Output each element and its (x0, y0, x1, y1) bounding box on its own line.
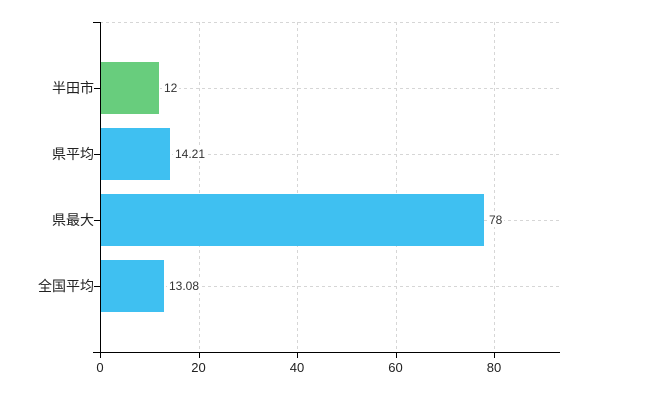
x-axis-tick (395, 352, 397, 358)
x-gridline (395, 22, 397, 352)
y-axis-tick (94, 286, 100, 287)
x-tick-label: 20 (191, 360, 206, 375)
bar-value-label: 12 (162, 81, 180, 95)
category-label: 全国平均 (38, 278, 94, 294)
y-gridline (100, 88, 560, 89)
x-axis-tick (198, 352, 200, 358)
bar (100, 260, 164, 312)
y-gridline (100, 154, 560, 155)
y-axis-tick (94, 88, 100, 89)
plot-top-border (100, 22, 560, 23)
x-axis (93, 352, 560, 353)
x-gridline (198, 22, 200, 352)
x-tick-label: 80 (486, 360, 502, 375)
y-axis (100, 22, 101, 353)
bar (100, 194, 484, 246)
x-gridline (494, 22, 495, 352)
bar-value-label: 13.08 (167, 279, 202, 293)
x-axis-tick (297, 352, 298, 358)
y-axis-tick (94, 220, 100, 221)
category-label: 県最大 (52, 212, 94, 228)
x-tick-label: 0 (96, 360, 104, 375)
y-axis-tick (94, 154, 100, 155)
category-label: 県平均 (52, 146, 94, 162)
category-label: 半田市 (52, 80, 94, 96)
x-gridline (297, 22, 298, 352)
x-axis-tick (100, 352, 101, 358)
x-tick-label: 60 (388, 360, 403, 375)
bar (100, 62, 159, 114)
bar-value-label: 14.21 (173, 147, 208, 161)
x-tick-label: 40 (289, 360, 305, 375)
bar-value-label: 78 (487, 213, 505, 227)
bar (100, 128, 170, 180)
y-gridline (100, 286, 560, 287)
y-axis-top-tick (93, 22, 100, 23)
x-axis-tick (494, 352, 495, 358)
